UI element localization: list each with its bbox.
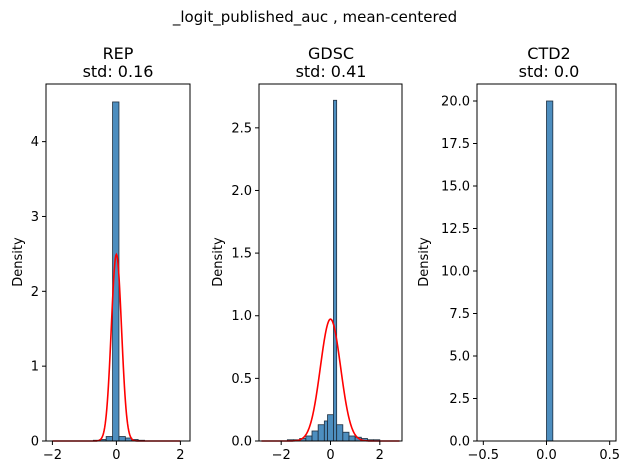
x-tick-label: 0.5 [599, 448, 620, 463]
x-tick-label: −0.5 [468, 448, 500, 463]
panel-title-line1: REP [103, 44, 134, 63]
axes-frame [45, 83, 191, 442]
panel-rep: REP std: 0.16 Density −2 0 2 0 1 2 3 4 [11, 44, 191, 463]
y-tick-label: 1.5 [231, 247, 252, 262]
x-tick-label: 0 [326, 448, 334, 463]
y-tick-label: 0.0 [231, 435, 252, 450]
panel-title-line2: std: 0.41 [296, 62, 367, 81]
y-tick-label: 17.5 [441, 137, 470, 152]
histogram-bar [317, 424, 325, 442]
histogram-bar [546, 100, 554, 442]
histogram-bar [311, 430, 319, 442]
panel-title-line2: std: 0.0 [519, 62, 580, 81]
y-axis-label: Density [11, 237, 26, 287]
y-tick-label: 20.0 [441, 95, 470, 110]
figure-suptitle: _logit_published_auc , mean-centered [172, 8, 457, 27]
y-tick-label: 7.5 [449, 307, 470, 322]
y-tick-label: 3 [31, 210, 39, 225]
panel-title-line1: CTD2 [527, 44, 570, 63]
y-tick-label: 4 [31, 135, 39, 150]
y-tick-label: 0.5 [231, 372, 252, 387]
y-tick-label: 2.5 [449, 392, 470, 407]
y-axis-label: Density [417, 237, 432, 287]
panel-ctd2: CTD2 std: 0.0 Density −0.5 0.0 0.50.02.55.… [417, 44, 620, 463]
histogram-bar [333, 99, 338, 442]
panel-title-line1: GDSC [308, 44, 354, 63]
y-tick-label: 12.5 [441, 222, 470, 237]
x-tick-label: −2 [43, 448, 62, 463]
histogram-bar [305, 435, 313, 442]
x-tick-label: −2 [272, 448, 291, 463]
x-tick-label: 0.0 [536, 448, 557, 463]
histogram-bar [118, 436, 126, 442]
x-tick-label: 2 [176, 448, 184, 463]
panel-title-line2: std: 0.16 [83, 62, 154, 81]
y-tick-label: 1 [31, 360, 39, 375]
y-tick-label: 5.0 [449, 350, 470, 365]
x-tick-label: 2 [376, 448, 384, 463]
panel-gdsc: GDSC std: 0.41 Density −2 0 2 0.0 0.5 1.0 1.5 2… [211, 44, 403, 463]
histogram-bar [323, 420, 328, 442]
y-tick-label: 2.5 [231, 121, 252, 136]
y-tick-label: 10.0 [441, 265, 470, 280]
histogram-bar [348, 435, 356, 442]
y-tick-label: 0.0 [449, 435, 470, 450]
histogram-bar [105, 436, 113, 442]
histogram-bar [336, 424, 344, 442]
y-tick-label: 2.0 [231, 184, 252, 199]
y-tick-label: 15.0 [441, 180, 470, 195]
axes-frame [258, 83, 403, 442]
histogram-bar [342, 431, 350, 442]
y-tick-label: 2 [31, 285, 39, 300]
y-tick-label: 0 [31, 435, 39, 450]
histogram-bar [327, 414, 334, 442]
y-axis-label: Density [211, 237, 226, 287]
y-tick-label: 1.0 [231, 309, 252, 324]
x-tick-label: 0 [112, 448, 120, 463]
